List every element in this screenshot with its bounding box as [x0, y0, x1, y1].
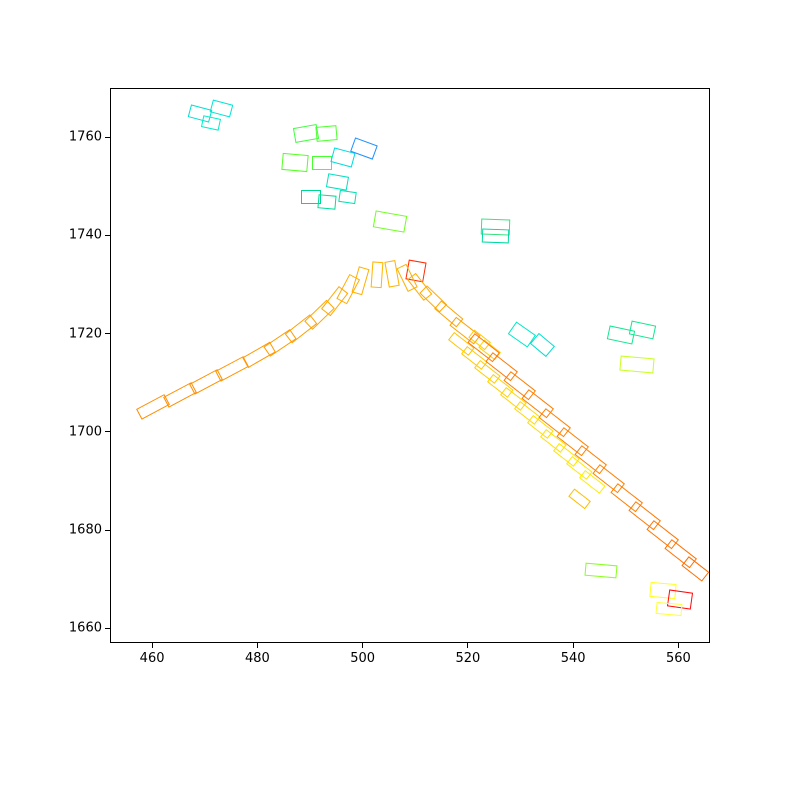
- y-tickmark: [105, 235, 110, 236]
- x-tickmark: [573, 643, 574, 648]
- y-tickmark: [105, 333, 110, 334]
- y-tick-label: 1680: [62, 523, 102, 538]
- y-tickmark: [105, 431, 110, 432]
- x-tickmark: [678, 643, 679, 648]
- x-tick-label: 540: [561, 651, 586, 666]
- bbox: [339, 190, 357, 204]
- y-tick-label: 1700: [62, 424, 102, 439]
- x-tick-label: 520: [455, 651, 480, 666]
- y-tickmark: [105, 137, 110, 138]
- bbox: [201, 116, 221, 131]
- y-tick-label: 1760: [62, 130, 102, 145]
- chart-canvas: 460 480 500 520 540 560 1660 1680 1700 1720 1740 17…: [0, 0, 800, 800]
- y-tick-label: 1660: [62, 621, 102, 636]
- y-tickmark: [105, 530, 110, 531]
- x-tickmark: [152, 643, 153, 648]
- bbox: [352, 266, 370, 295]
- x-tick-label: 560: [666, 651, 691, 666]
- x-tickmark: [257, 643, 258, 648]
- bbox: [568, 489, 591, 510]
- plot-area: [110, 88, 710, 643]
- x-tick-label: 460: [140, 651, 165, 666]
- bbox: [373, 210, 407, 232]
- bbox: [620, 355, 655, 373]
- y-tick-label: 1720: [62, 326, 102, 341]
- bbox: [655, 602, 682, 617]
- x-tick-label: 480: [245, 651, 270, 666]
- bbox: [317, 194, 337, 209]
- bbox: [326, 174, 349, 191]
- bbox: [210, 100, 234, 118]
- x-tickmark: [362, 643, 363, 648]
- y-tickmark: [105, 628, 110, 629]
- bbox: [316, 125, 338, 142]
- bbox: [370, 261, 383, 288]
- y-tick-label: 1740: [62, 228, 102, 243]
- x-tickmark: [467, 643, 468, 648]
- bbox: [281, 153, 309, 172]
- x-tick-label: 500: [350, 651, 375, 666]
- bbox: [312, 156, 332, 170]
- bbox: [584, 563, 617, 578]
- bbox: [481, 229, 509, 244]
